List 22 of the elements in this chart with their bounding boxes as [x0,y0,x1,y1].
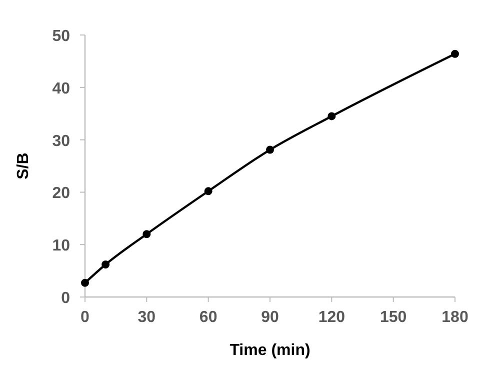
x-tick-label: 60 [199,309,218,326]
y-tick-label: 20 [52,185,70,202]
y-tick-label: 30 [52,132,70,150]
point [451,50,459,58]
x-axis-title: Time (min) [230,342,310,359]
x-tick-label: 120 [318,309,346,326]
x-tick-label: 90 [261,309,279,326]
y-tick-label: 40 [52,80,70,98]
x-tick-label: 30 [138,309,156,326]
y-tick-label: 10 [52,238,70,255]
point [204,187,212,196]
y-tick-label: 50 [52,28,70,45]
y-tick-label: 0 [61,290,70,307]
x-tick-label: 150 [380,309,407,326]
x-tick-label: 180 [442,309,468,326]
y-axis-title: S/B [15,152,32,180]
point [142,230,151,238]
point [81,278,89,287]
point [266,146,274,154]
point [328,112,336,120]
point [102,260,110,269]
x-tick-label: 0 [80,309,90,326]
